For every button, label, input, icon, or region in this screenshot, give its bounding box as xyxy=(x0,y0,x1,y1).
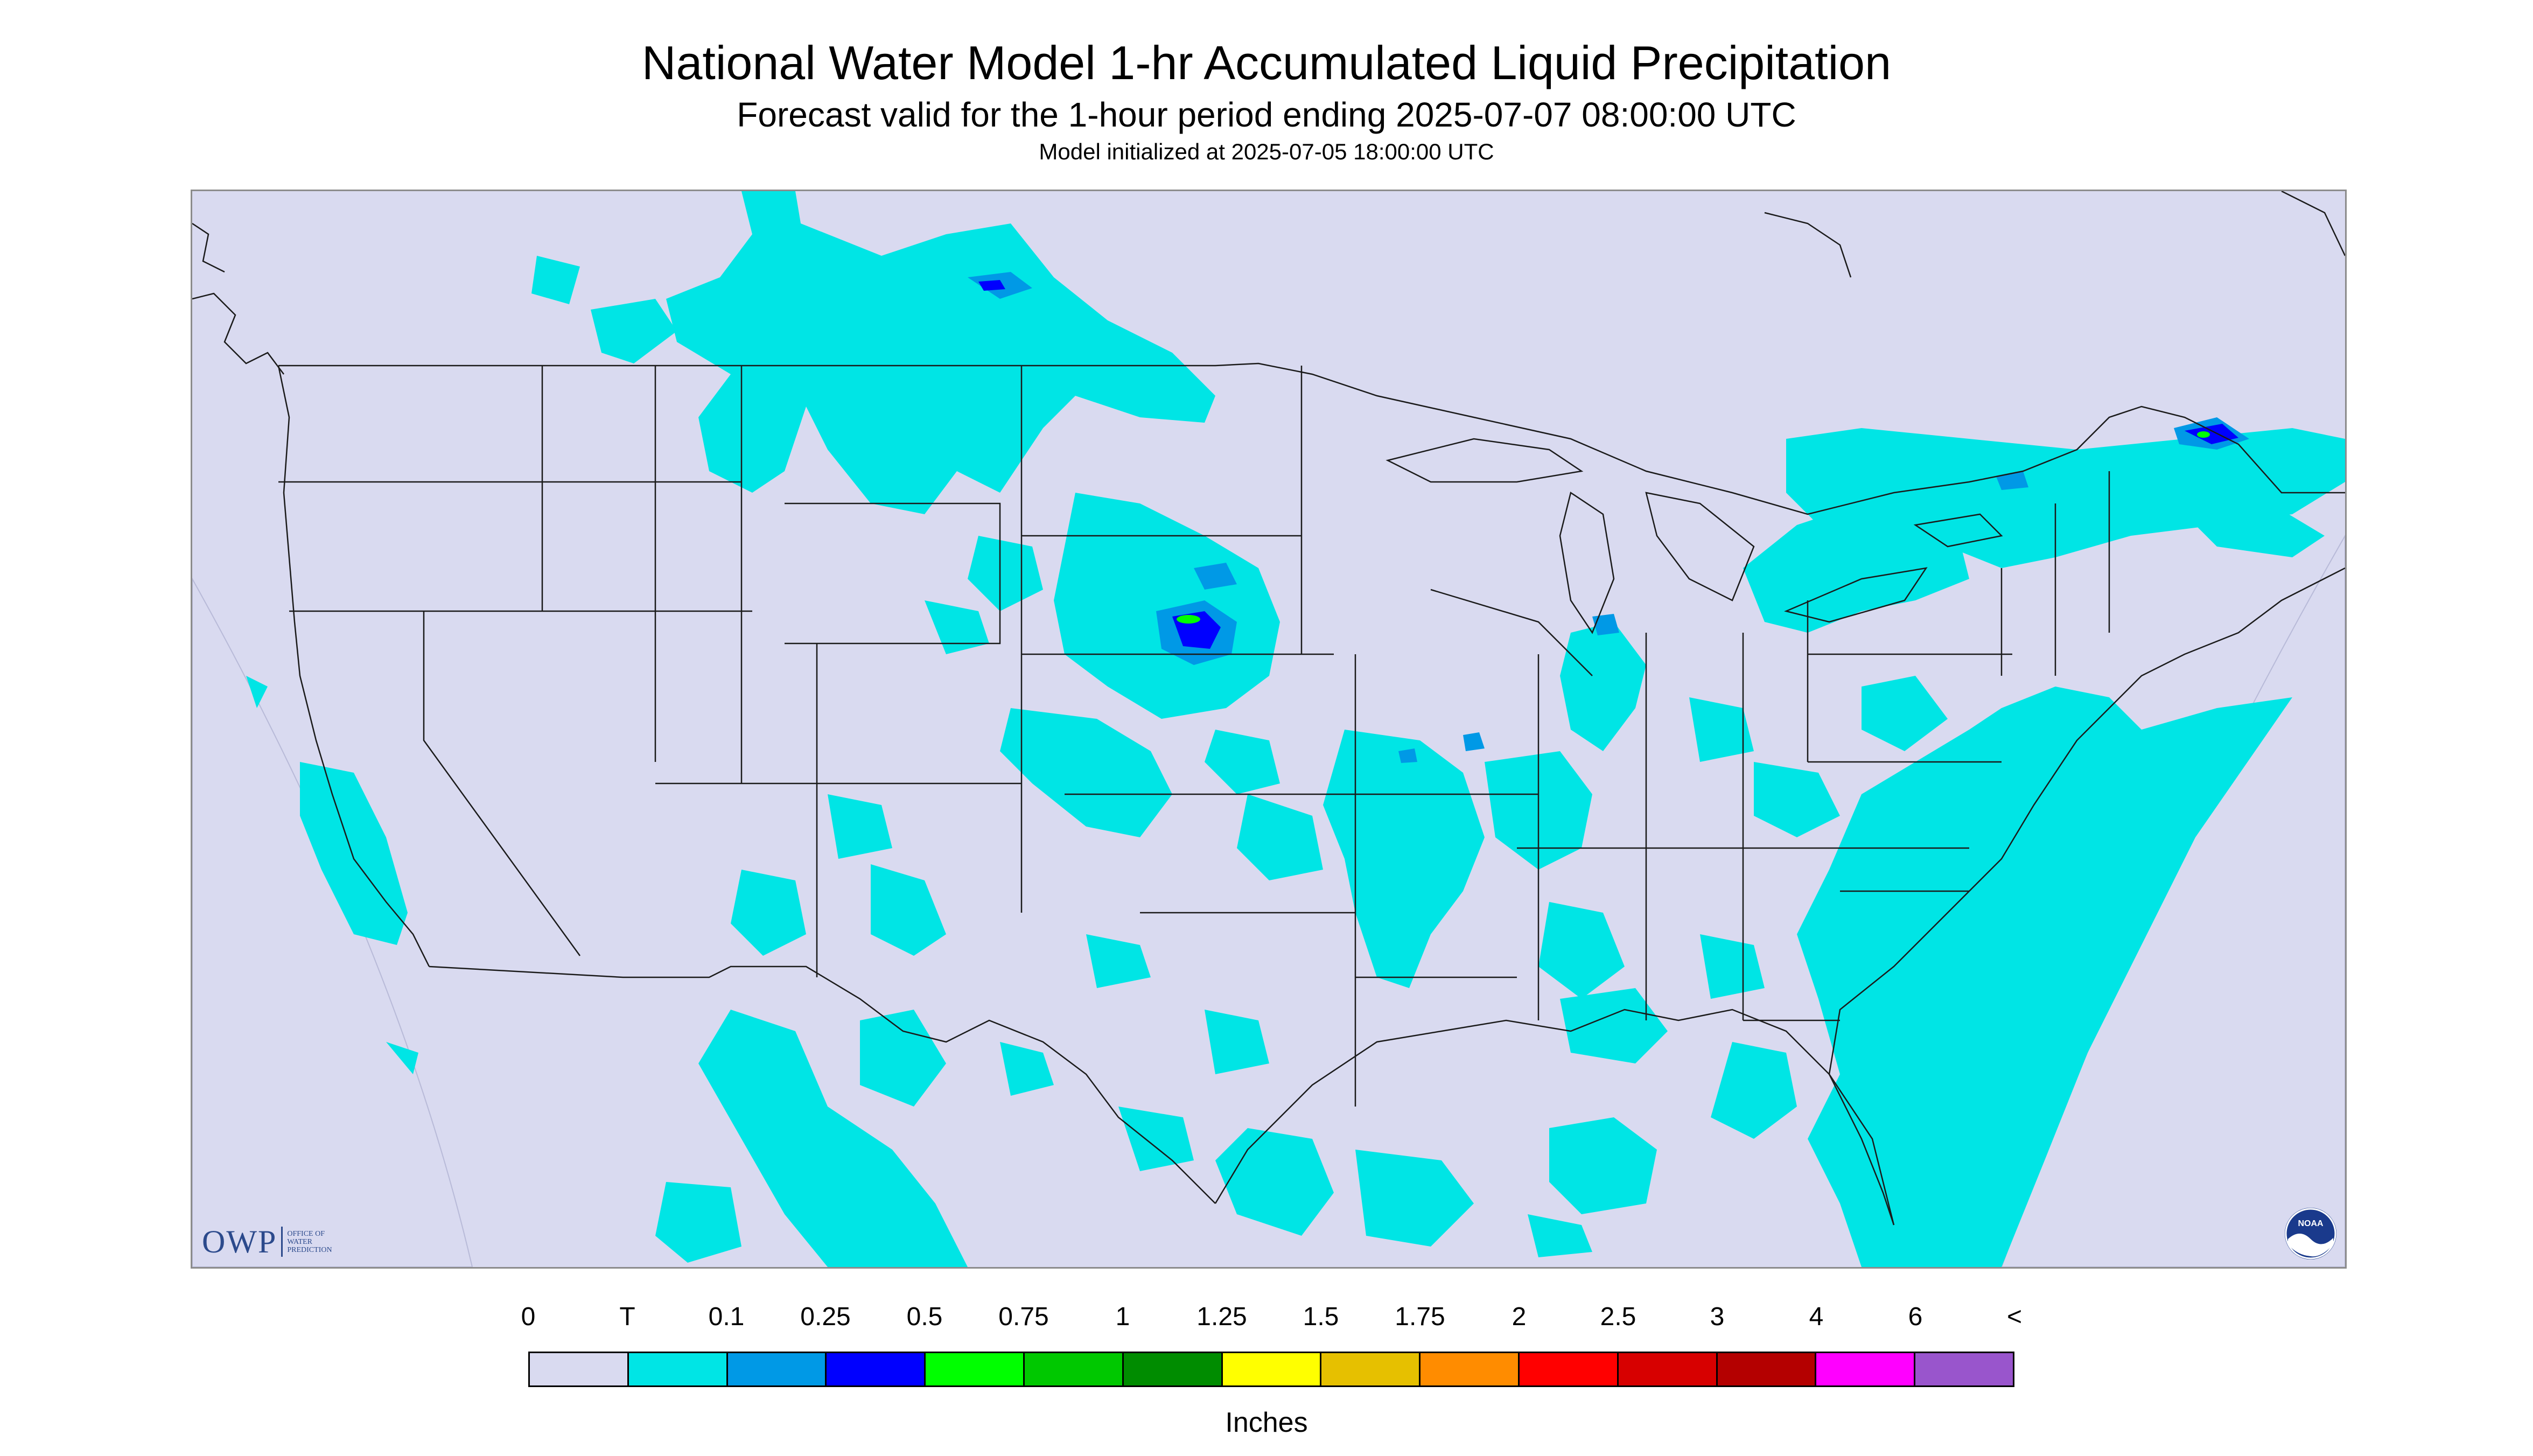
legend-units-label: Inches xyxy=(1225,1407,1308,1438)
map-subtitle: Forecast valid for the 1-hour period end… xyxy=(737,95,1796,134)
legend-tick-label: 6 xyxy=(1908,1303,1923,1331)
map-title: National Water Model 1-hr Accumulated Li… xyxy=(641,36,1892,89)
legend-tick-label: 0.5 xyxy=(906,1303,943,1331)
legend-swatch xyxy=(1024,1353,1124,1385)
legend-tick-label: 0.75 xyxy=(998,1303,1049,1331)
legend-tick-label: 1.75 xyxy=(1395,1303,1445,1331)
legend-swatch xyxy=(1618,1353,1718,1385)
model-init-label: Model initialized at 2025-07-05 18:00:00… xyxy=(1039,139,1494,164)
legend-tick-label: 1.5 xyxy=(1303,1303,1339,1331)
pacific-coastline xyxy=(192,191,2345,375)
legend-swatch xyxy=(1717,1353,1817,1385)
legend-tick-label: 3 xyxy=(1710,1303,1725,1331)
outside-projection-left xyxy=(192,577,473,1267)
legend-swatch xyxy=(628,1353,728,1385)
legend-swatch xyxy=(1421,1353,1520,1385)
legend-labels: 0 T 0.1 0.25 0.5 0.75 1 1.25 1.5 1.75 2 2.5 3 4 6 < xyxy=(521,1302,2022,1340)
legend-tick-label: 4 xyxy=(1809,1303,1824,1331)
legend-swatch xyxy=(1816,1353,1916,1385)
political-borders xyxy=(277,362,2345,1226)
noaa-logo-text: NOAA xyxy=(2298,1219,2324,1228)
legend-tick-label: 2 xyxy=(1512,1303,1527,1331)
legend-tick-label: 0.25 xyxy=(800,1303,851,1331)
noaa-logo: NOAA xyxy=(2285,1208,2336,1259)
legend-tick-label: T xyxy=(619,1303,635,1331)
owp-logo-divider xyxy=(281,1227,283,1257)
precip-green-areas xyxy=(1177,431,2210,624)
legend-tick-label: 0 xyxy=(521,1303,536,1331)
legend-tick-label: 0.1 xyxy=(708,1303,745,1331)
legend-tick-label: 1.25 xyxy=(1196,1303,1247,1331)
legend-swatch xyxy=(1321,1353,1421,1385)
legend-swatch xyxy=(1222,1353,1322,1385)
legend-tick-label: < xyxy=(2006,1303,2023,1331)
owp-logo-text: OWP xyxy=(202,1223,277,1259)
legend-swatch xyxy=(827,1353,926,1385)
owp-logo-office: OFFICE OF WATER PREDICTION xyxy=(287,1229,332,1254)
legend-tick-label: 1 xyxy=(1115,1303,1130,1331)
legend-color-bar xyxy=(528,1352,2014,1387)
legend-swatch xyxy=(1519,1353,1619,1385)
precipitation-map: OWP OFFICE OF WATER PREDICTION NOAA xyxy=(191,190,2347,1269)
map-canvas xyxy=(192,191,2345,1267)
legend-swatch xyxy=(1123,1353,1223,1385)
legend-swatch xyxy=(727,1353,827,1385)
legend-swatch xyxy=(1915,1353,2013,1385)
legend-swatch xyxy=(926,1353,1025,1385)
precip-light-areas xyxy=(246,191,2345,1267)
owp-logo: OWP OFFICE OF WATER PREDICTION xyxy=(202,1223,332,1261)
legend-tick-label: 2.5 xyxy=(1600,1303,1636,1331)
legend-swatch xyxy=(530,1353,629,1385)
